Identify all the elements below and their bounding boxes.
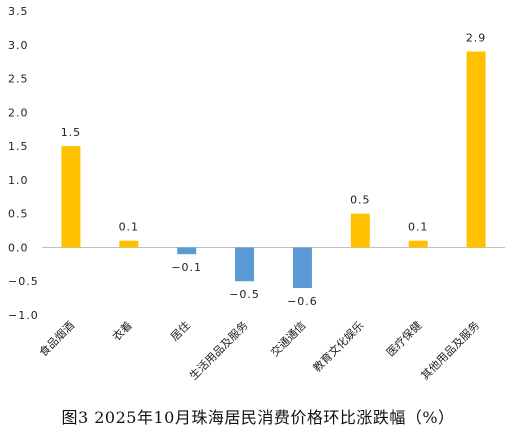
data-label: −0.5: [229, 288, 260, 301]
y-tick-label: −0.5: [8, 275, 39, 288]
data-label: 0.1: [408, 221, 429, 234]
bar: [61, 146, 81, 248]
bars: [61, 51, 486, 288]
y-tick-label: 2.5: [8, 73, 29, 86]
category-label: 交通通信: [268, 318, 309, 359]
y-tick-label: 3.5: [8, 5, 29, 18]
data-label: −0.1: [171, 261, 202, 274]
y-tick-label: 3.0: [8, 39, 29, 52]
y-tick-label: 2.0: [8, 106, 29, 119]
bar: [466, 51, 486, 248]
category-label: 教育文化娱乐: [310, 318, 367, 375]
category-label: 衣着: [109, 318, 134, 343]
y-tick-label: 0.0: [8, 241, 29, 254]
category-label: 其他用品及服务: [419, 319, 483, 383]
chart-title: 图3 2025年10月珠海居民消费价格环比涨跌幅（%）: [61, 408, 455, 427]
data-label: 0.1: [119, 221, 140, 234]
bar: [292, 247, 312, 288]
data-label: 0.5: [350, 194, 371, 207]
y-tick-label: −1.0: [8, 309, 39, 322]
bar: [235, 247, 255, 282]
category-label: 生活用品及服务: [186, 318, 250, 382]
data-label: −0.6: [287, 295, 318, 308]
bar: [350, 213, 370, 248]
bar: [408, 240, 428, 248]
data-label: 2.9: [466, 32, 487, 45]
data-labels: 1.5 0.1 −0.1 −0.5 −0.6 0.5 0.1 2.9: [61, 32, 487, 308]
y-tick-label: 0.5: [8, 208, 29, 221]
data-label: 1.5: [61, 126, 82, 139]
y-tick-label: 1.5: [8, 140, 29, 153]
category-label: 居住: [167, 318, 192, 343]
category-label: 医疗保健: [383, 318, 424, 359]
bar: [119, 240, 139, 248]
bar: [177, 247, 197, 255]
category-label: 食品烟酒: [36, 318, 77, 359]
y-tick-label: 1.0: [8, 174, 29, 187]
y-axis-ticks: −1.0 −0.5 0.0 0.5 1.0 1.5 2.0 2.5 3.0 3.5: [8, 5, 39, 322]
